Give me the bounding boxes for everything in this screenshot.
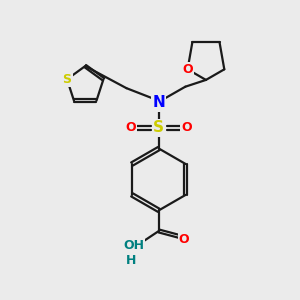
- Text: O: O: [125, 122, 136, 134]
- Text: O: O: [182, 63, 193, 76]
- Text: OH: OH: [123, 239, 144, 252]
- Text: H: H: [126, 254, 136, 267]
- Text: S: S: [153, 120, 164, 135]
- Text: O: O: [178, 233, 189, 246]
- Text: O: O: [182, 122, 192, 134]
- Text: N: N: [152, 95, 165, 110]
- Text: S: S: [62, 73, 71, 86]
